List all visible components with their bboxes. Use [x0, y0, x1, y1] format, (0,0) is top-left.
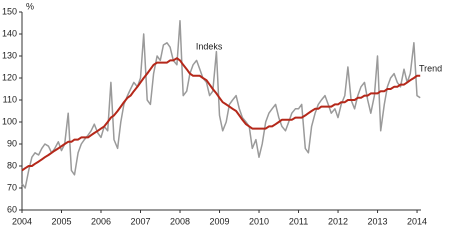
x-tick-label: 2004	[12, 216, 32, 226]
x-tick-label: 2005	[51, 216, 71, 226]
y-tick-label: 60	[7, 204, 17, 214]
x-tick-label: 2014	[407, 216, 427, 226]
series-label: Trend	[419, 64, 442, 74]
x-tick-label: 2006	[91, 216, 111, 226]
y-tick-label: 70	[7, 182, 17, 192]
x-tick-label: 2011	[289, 216, 308, 226]
y-tick-label: 110	[3, 94, 17, 104]
x-tick-label: 2008	[170, 216, 190, 226]
y-tick-label: 130	[2, 50, 17, 60]
y-tick-label: 90	[7, 138, 17, 148]
y-tick-label: 150	[2, 6, 17, 16]
x-tick-label: 2007	[130, 216, 150, 226]
x-tick-label: 2010	[249, 216, 269, 226]
y-tick-label: 140	[2, 28, 17, 38]
series-label: Indeks	[196, 42, 223, 52]
chart: % 60 70 80 90 100 110 120 130 140 150 2004 2005 2006…	[2, 1, 442, 226]
x-tick-label: 2013	[368, 216, 388, 226]
series-line	[21, 20, 421, 189]
y-tick-label: 100	[2, 116, 17, 126]
x-tick-label: 2012	[328, 216, 348, 226]
y-axis-label: %	[26, 1, 34, 11]
x-tick-label: 2009	[210, 216, 230, 226]
y-tick-label: 80	[7, 160, 17, 170]
y-tick-label: 120	[2, 72, 17, 82]
series-line	[21, 57, 421, 172]
